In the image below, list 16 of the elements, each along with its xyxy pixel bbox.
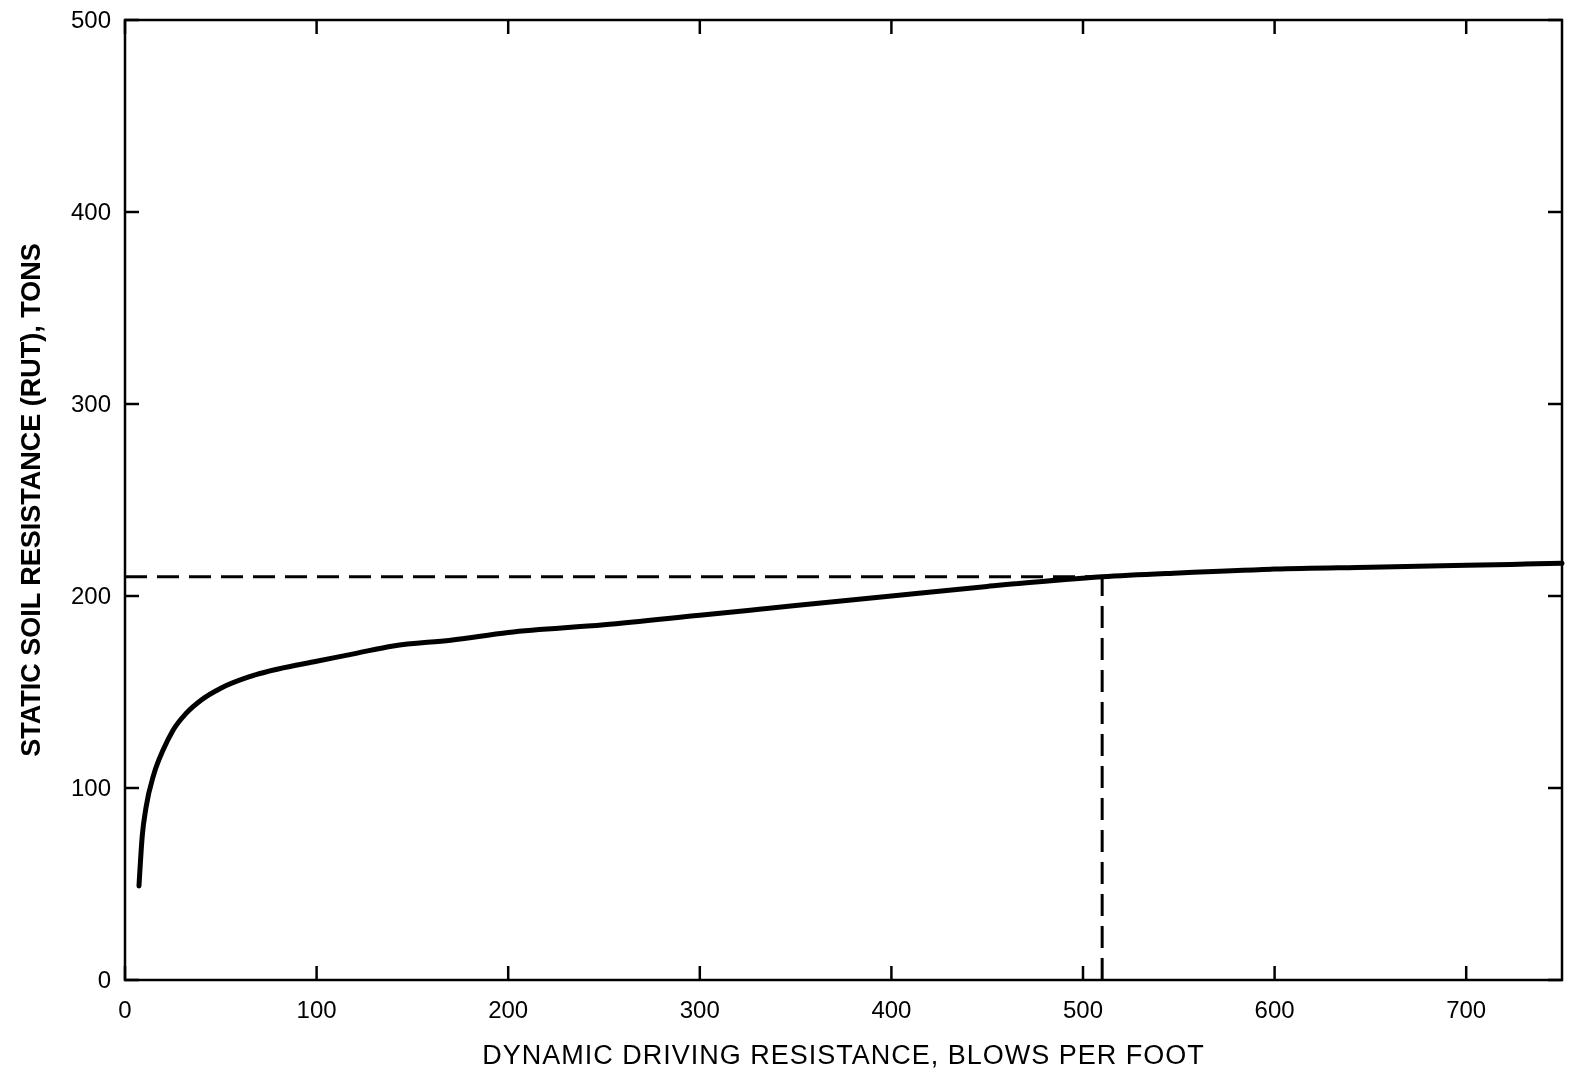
x-tick-label: 100 <box>296 996 337 1023</box>
y-axis-title: STATIC SOIL RESISTANCE (RUT), TONS <box>16 243 46 757</box>
y-tick-label: 500 <box>70 6 111 33</box>
y-tick-label: 0 <box>97 966 111 993</box>
x-tick-label: 500 <box>1062 996 1104 1023</box>
x-tick-label: 200 <box>488 996 529 1023</box>
y-tick-label: 200 <box>70 582 111 609</box>
x-tick-label: 600 <box>1254 996 1295 1023</box>
x-tick-label: 300 <box>679 996 720 1023</box>
y-tick-label: 300 <box>70 390 111 417</box>
y-tick-label: 100 <box>70 774 111 801</box>
x-tick-label: 700 <box>1446 996 1487 1023</box>
x-tick-label: 400 <box>871 996 912 1023</box>
x-tick-label: 0 <box>118 996 132 1023</box>
y-tick-label: 400 <box>70 198 111 225</box>
x-axis-title: DYNAMIC DRIVING RESISTANCE, BLOWS PER FOOT <box>482 1040 1205 1070</box>
